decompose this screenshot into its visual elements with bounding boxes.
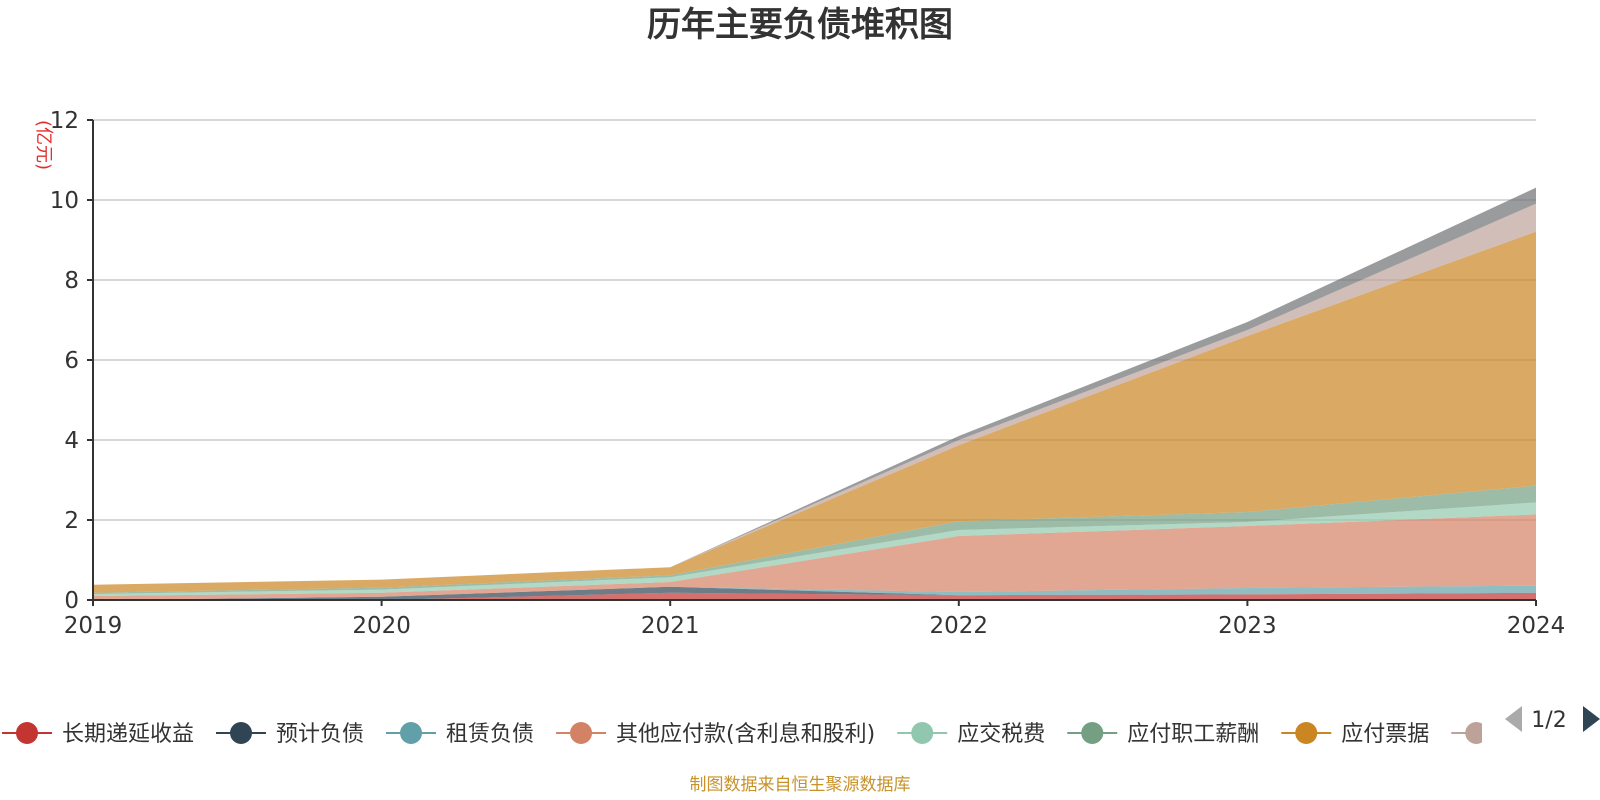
x-tick-label: 2023 bbox=[1218, 613, 1277, 639]
legend-marker-icon bbox=[570, 722, 593, 744]
legend-label: 租赁负债 bbox=[446, 722, 534, 747]
y-tick-label: 8 bbox=[64, 268, 79, 294]
legend-item[interactable]: 租赁负债 bbox=[386, 722, 534, 747]
legend-label: 应付票据 bbox=[1341, 722, 1429, 747]
area-series-group bbox=[93, 187, 1536, 600]
chart-title: 历年主要负债堆积图 bbox=[647, 5, 953, 45]
legend-marker-icon bbox=[1465, 722, 1482, 744]
legend-marker-icon bbox=[400, 722, 423, 744]
area-长期递延收益[interactable] bbox=[93, 592, 1536, 600]
y-tick-label: 10 bbox=[50, 188, 79, 214]
area-应付票据[interactable] bbox=[93, 231, 1536, 593]
area-其他应付款(含利息和股利)[interactable] bbox=[93, 514, 1536, 600]
legend-marker-icon bbox=[1081, 722, 1104, 744]
legend-label: 其他应付款(含利息和股利) bbox=[616, 722, 875, 747]
y-tick-label: 4 bbox=[64, 428, 79, 454]
legend-marker-icon bbox=[16, 722, 38, 744]
legend-item[interactable]: 应付票据 bbox=[1281, 722, 1429, 747]
x-tick-label: 2019 bbox=[64, 613, 123, 639]
legend-next-icon[interactable] bbox=[1583, 706, 1600, 732]
y-tick-label: 2 bbox=[64, 508, 79, 534]
legend: 长期递延收益 预计负债 租赁负债 其他应付款(含利息和股利) 应交税费 应付职工薪酬 应付票… bbox=[2, 722, 1599, 747]
y-axis-unit: (亿元) bbox=[33, 120, 54, 170]
legend-item[interactable]: 其他应付款(含利息和股利) bbox=[556, 722, 875, 747]
area-应交税费[interactable] bbox=[93, 502, 1536, 596]
legend-item[interactable]: 预计负债 bbox=[216, 722, 364, 747]
x-tick-label: 2024 bbox=[1507, 613, 1566, 639]
legend-items: 长期递延收益 预计负债 租赁负债 其他应付款(含利息和股利) 应交税费 应付职工薪酬 应付票… bbox=[2, 722, 1599, 747]
legend-prev-icon[interactable] bbox=[1505, 706, 1522, 732]
y-tick-label: 0 bbox=[64, 588, 79, 614]
legend-item[interactable]: 应付职工薪酬 bbox=[1067, 722, 1259, 747]
legend-item[interactable]: 应付账款 bbox=[1451, 722, 1599, 747]
legend-label: 应交税费 bbox=[957, 722, 1045, 747]
x-tick-label: 2020 bbox=[352, 613, 411, 639]
x-tick-label: 2022 bbox=[930, 613, 989, 639]
legend-page-indicator: 1/2 bbox=[1531, 708, 1566, 733]
y-tick-label: 12 bbox=[50, 108, 79, 134]
legend-marker-icon bbox=[230, 722, 253, 744]
y-tick-label: 6 bbox=[64, 348, 79, 374]
legend-label: 应付职工薪酬 bbox=[1127, 722, 1259, 747]
legend-marker-icon bbox=[911, 722, 934, 744]
legend-label: 预计负债 bbox=[276, 722, 364, 747]
legend-label: 长期递延收益 bbox=[62, 722, 194, 747]
data-source-note: 制图数据来自恒生聚源数据库 bbox=[690, 775, 911, 795]
x-tick-label: 2021 bbox=[641, 613, 700, 639]
area-租赁负债[interactable] bbox=[93, 585, 1536, 600]
legend-marker-icon bbox=[1295, 722, 1318, 744]
legend-item[interactable]: 长期递延收益 bbox=[2, 722, 194, 747]
axes: 0 2 4 6 8 10 12 2019 2020 2021 2022 2023 2024 bbox=[50, 108, 1566, 639]
area-预计负债[interactable] bbox=[93, 586, 1536, 600]
legend-pager: 1/2 bbox=[1505, 706, 1600, 733]
legend-item[interactable]: 应交税费 bbox=[897, 722, 1045, 747]
